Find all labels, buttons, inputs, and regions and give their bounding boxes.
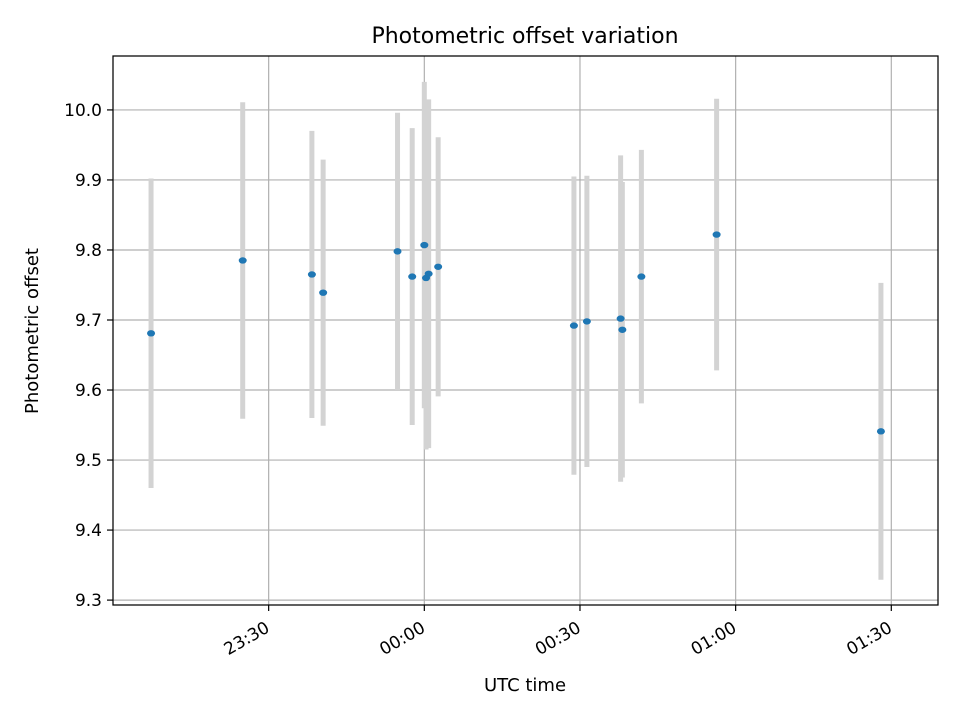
y-tick-label: 9.9 bbox=[75, 171, 102, 191]
grid-lines bbox=[113, 56, 938, 605]
data-point bbox=[394, 248, 402, 254]
data-point bbox=[618, 327, 626, 333]
data-point bbox=[425, 271, 433, 277]
data-point bbox=[713, 231, 721, 237]
x-tick-label: 01:30 bbox=[843, 618, 895, 660]
y-tick-label: 9.7 bbox=[75, 311, 102, 331]
y-tick-label: 9.4 bbox=[75, 521, 102, 541]
y-axis-ticks: 9.3 9.4 9.5 9.6 9.7 9.8 9.9 10.0 bbox=[64, 101, 113, 611]
y-tick-label: 9.6 bbox=[75, 381, 102, 401]
data-point bbox=[239, 257, 247, 263]
data-point bbox=[617, 315, 625, 321]
data-point bbox=[637, 273, 645, 279]
data-points bbox=[147, 231, 885, 434]
x-tick-label: 23:30 bbox=[221, 618, 273, 660]
data-point bbox=[570, 322, 578, 328]
y-tick-label: 9.3 bbox=[75, 591, 102, 611]
data-point bbox=[147, 330, 155, 336]
data-point bbox=[434, 264, 442, 270]
plot-frame bbox=[113, 56, 938, 605]
data-point bbox=[319, 289, 327, 295]
x-axis-ticks: 23:30 00:00 00:30 01:00 01:30 bbox=[221, 605, 896, 660]
x-axis-label: UTC time bbox=[484, 675, 566, 696]
chart-title: Photometric offset variation bbox=[371, 24, 678, 49]
x-tick-label: 01:00 bbox=[688, 618, 740, 660]
x-tick-label: 00:00 bbox=[376, 618, 428, 660]
y-axis-label: Photometric offset bbox=[22, 248, 43, 414]
y-tick-label: 10.0 bbox=[64, 101, 102, 121]
y-tick-label: 9.8 bbox=[75, 241, 102, 261]
data-point bbox=[408, 273, 416, 279]
data-point bbox=[420, 242, 428, 248]
data-point bbox=[877, 428, 885, 434]
error-bars bbox=[151, 82, 881, 580]
data-point bbox=[308, 271, 316, 277]
x-tick-label: 00:30 bbox=[532, 618, 584, 660]
data-point bbox=[583, 318, 591, 324]
y-tick-label: 9.5 bbox=[75, 451, 102, 471]
